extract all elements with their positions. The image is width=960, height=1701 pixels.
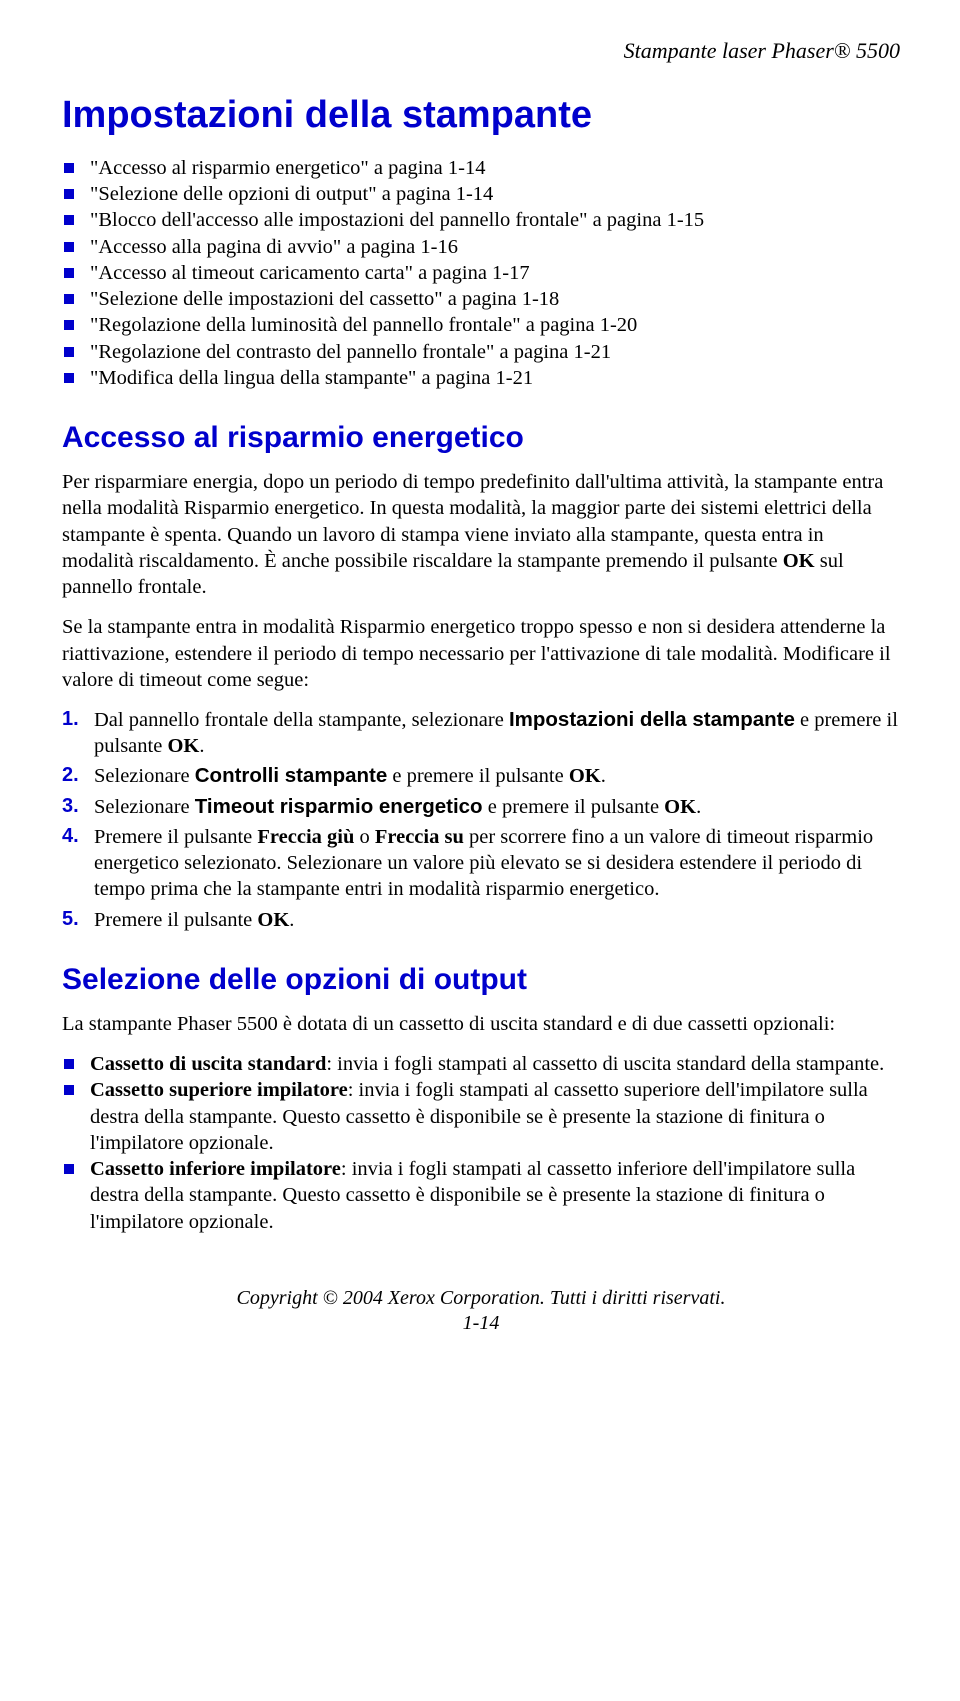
step-item: 4. Premere il pulsante Freccia giù o Fre… <box>62 824 900 903</box>
bold-text: OK <box>569 765 601 787</box>
list-item: "Accesso al timeout caricamento carta" a… <box>62 260 900 286</box>
text: Per risparmiare energia, dopo un periodo… <box>62 471 883 572</box>
step-number: 5. <box>62 907 79 933</box>
footer-page-number: 1-14 <box>62 1312 900 1335</box>
output-trays-list: Cassetto di uscita standard: invia i fog… <box>62 1051 900 1235</box>
toc-list: "Accesso al risparmio energetico" a pagi… <box>62 155 900 391</box>
bold-text: Freccia giù <box>257 826 354 848</box>
bold-text: OK <box>783 550 815 572</box>
text: e premere il pulsante <box>387 765 569 787</box>
list-item: "Accesso al risparmio energetico" a pagi… <box>62 155 900 181</box>
page-title: Impostazioni della stampante <box>62 94 900 137</box>
ui-label: Timeout risparmio energetico <box>195 795 483 818</box>
body-paragraph: Per risparmiare energia, dopo un periodo… <box>62 469 900 600</box>
section-heading-output: Selezione delle opzioni di output <box>62 963 900 997</box>
list-item: "Modifica della lingua della stampante" … <box>62 365 900 391</box>
text: . <box>199 735 204 757</box>
numbered-steps: 1. Dal pannello frontale della stampante… <box>62 707 900 933</box>
step-item: 1. Dal pannello frontale della stampante… <box>62 707 900 759</box>
ui-label: Impostazioni della stampante <box>509 708 795 731</box>
text: : invia i fogli stampati al cassetto di … <box>326 1053 884 1075</box>
body-paragraph: Se la stampante entra in modalità Rispar… <box>62 614 900 693</box>
step-number: 2. <box>62 763 79 789</box>
list-item: Cassetto inferiore impilatore: invia i f… <box>62 1156 900 1235</box>
step-item: 2. Selezionare Controlli stampante e pre… <box>62 763 900 789</box>
text: e premere il pulsante <box>483 796 665 818</box>
step-number: 1. <box>62 707 79 733</box>
running-header: Stampante laser Phaser® 5500 <box>62 38 900 64</box>
text: Selezionare <box>94 796 195 818</box>
bold-text: Cassetto superiore impilatore <box>90 1079 348 1101</box>
bold-text: Freccia su <box>375 826 464 848</box>
text: . <box>696 796 701 818</box>
ui-label: Controlli stampante <box>195 764 388 787</box>
text: o <box>354 826 375 848</box>
text: Premere il pulsante <box>94 909 257 931</box>
list-item: "Blocco dell'accesso alle impostazioni d… <box>62 207 900 233</box>
bold-text: OK <box>664 796 696 818</box>
bold-text: OK <box>257 909 289 931</box>
footer-copyright: Copyright © 2004 Xerox Corporation. Tutt… <box>62 1287 900 1310</box>
list-item: "Selezione delle impostazioni del casset… <box>62 286 900 312</box>
list-item: "Selezione delle opzioni di output" a pa… <box>62 181 900 207</box>
list-item: "Accesso alla pagina di avvio" a pagina … <box>62 234 900 260</box>
bold-text: Cassetto di uscita standard <box>90 1053 326 1075</box>
text: . <box>601 765 606 787</box>
step-number: 3. <box>62 794 79 820</box>
bold-text: OK <box>167 735 199 757</box>
step-number: 4. <box>62 824 79 850</box>
section-heading-energy: Accesso al risparmio energetico <box>62 421 900 455</box>
text: . <box>289 909 294 931</box>
text: Dal pannello frontale della stampante, s… <box>94 709 509 731</box>
bold-text: Cassetto inferiore impilatore <box>90 1158 341 1180</box>
step-item: 5. Premere il pulsante OK. <box>62 907 900 933</box>
text: Premere il pulsante <box>94 826 257 848</box>
text: Selezionare <box>94 765 195 787</box>
list-item: "Regolazione del contrasto del pannello … <box>62 339 900 365</box>
body-paragraph: La stampante Phaser 5500 è dotata di un … <box>62 1011 900 1037</box>
list-item: "Regolazione della luminosità del pannel… <box>62 312 900 338</box>
list-item: Cassetto di uscita standard: invia i fog… <box>62 1051 900 1077</box>
step-item: 3. Selezionare Timeout risparmio energet… <box>62 794 900 820</box>
list-item: Cassetto superiore impilatore: invia i f… <box>62 1077 900 1156</box>
